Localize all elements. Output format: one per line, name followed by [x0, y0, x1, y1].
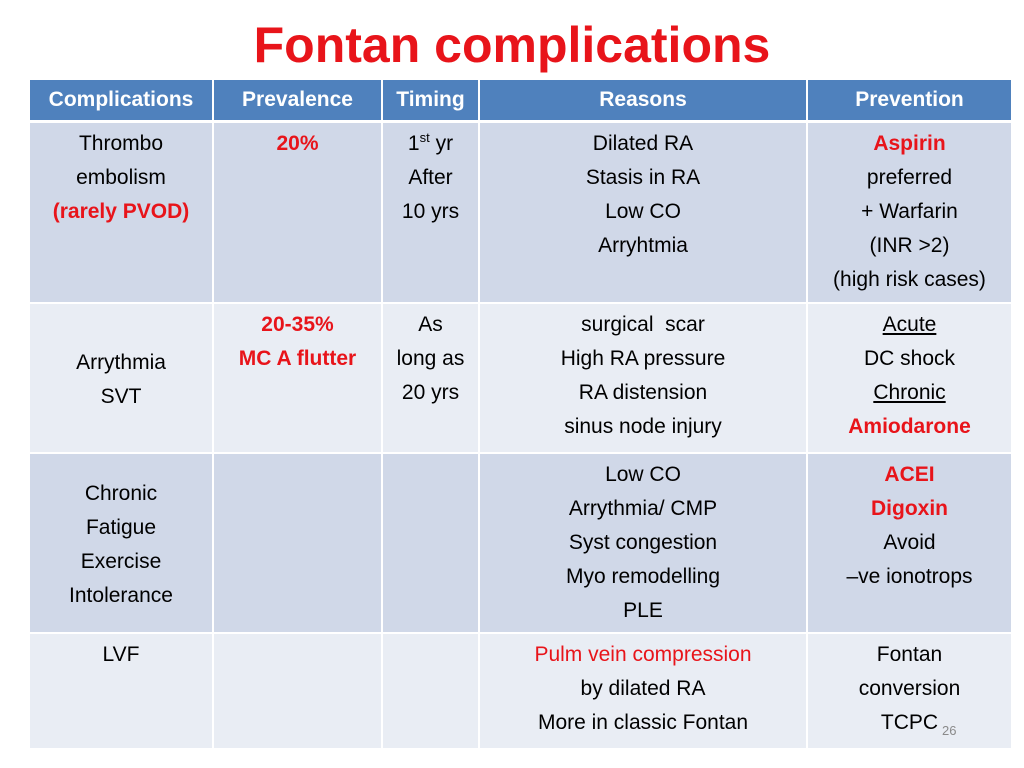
table-row: LVF Pulm vein compression by dilated RA … [30, 633, 1011, 750]
cell-line: After [408, 166, 453, 189]
cell-line: High RA pressure [560, 347, 726, 370]
cell-reasons: Dilated RA Stasis in RA Low CO Arryhtmia [479, 121, 808, 304]
header-reasons: Reasons [479, 80, 808, 123]
cell-line: Low CO [605, 200, 681, 223]
cell-line: DC shock [863, 347, 956, 370]
cell-line: Syst congestion [568, 531, 718, 554]
cell-line: Fatigue [85, 516, 157, 539]
cell-line-highlight: (rarely PVOD) [52, 200, 190, 223]
cell-complication: LVF [30, 633, 214, 750]
cell-prevention: Acute DC shock Chronic Amiodarone [807, 303, 1011, 454]
cell-line: Fontan [876, 643, 943, 666]
table-row: Arrythmia SVT 20-35% MC A flutter As lon… [30, 303, 1011, 454]
table-row: Thrombo embolism (rarely PVOD) 20% 1st y… [30, 121, 1011, 304]
cell-prevention: ACEI Digoxin Avoid –ve ionotrops [807, 453, 1011, 634]
cell-line: TCPC [880, 711, 939, 734]
page-number: 26 [942, 723, 957, 738]
cell-line-highlight: ACEI [884, 463, 935, 486]
table-header-row: Complications Prevalence Timing Reasons … [30, 80, 1011, 123]
cell-line-underlined: Chronic [873, 381, 946, 404]
cell-line: Myo remodelling [565, 565, 721, 588]
cell-line: –ve ionotrops [846, 565, 973, 588]
cell-line-underlined: Acute [882, 313, 937, 336]
cell-line: Stasis in RA [585, 166, 701, 189]
cell-prevention: Fontan conversion TCPC [807, 633, 1011, 750]
header-complications: Complications [30, 80, 214, 123]
cell-line: conversion [858, 677, 961, 700]
cell-line-highlight: 20-35% [261, 313, 334, 336]
cell-line: Intolerance [69, 584, 173, 607]
cell-line: (high risk cases) [833, 268, 986, 291]
timing-number: 1 [407, 132, 420, 155]
cell-timing [382, 633, 480, 750]
cell-line-highlight: Digoxin [871, 497, 948, 520]
cell-timing: 1st yr After 10 yrs [382, 121, 480, 304]
cell-prevalence [213, 453, 383, 634]
cell-line: LVF [102, 643, 140, 666]
cell-timing: As long as 20 yrs [382, 303, 480, 454]
cell-line: by dilated RA [580, 677, 706, 700]
cell-line: 1st yr [385, 127, 476, 161]
header-prevention: Prevention [807, 80, 1011, 123]
cell-line: embolism [76, 166, 166, 189]
cell-line: Exercise [80, 550, 162, 573]
cell-line: Dilated RA [592, 132, 694, 155]
table-row: Chronic Fatigue Exercise Intolerance Low… [30, 453, 1011, 634]
cell-line: surgical scar [581, 313, 705, 336]
slide-title: Fontan complications [253, 17, 771, 73]
cell-timing [382, 453, 480, 634]
cell-prevention: Aspirin preferred + Warfarin (INR >2) (h… [807, 121, 1011, 304]
cell-line: PLE [623, 599, 663, 622]
cell-line: RA distension [578, 381, 708, 404]
cell-reasons: Pulm vein compression by dilated RA More… [479, 633, 808, 750]
cell-line: More in classic Fontan [537, 711, 749, 734]
cell-line: long as [396, 347, 465, 370]
cell-complication: Thrombo embolism (rarely PVOD) [30, 121, 214, 304]
cell-prevalence [213, 633, 383, 750]
cell-complication: Chronic Fatigue Exercise Intolerance [30, 453, 214, 634]
complications-table: Complications Prevalence Timing Reasons … [30, 80, 1011, 750]
cell-reasons: Low CO Arrythmia/ CMP Syst congestion My… [479, 453, 808, 634]
cell-line: + Warfarin [861, 200, 958, 223]
cell-line: Chronic [84, 482, 158, 505]
cell-reasons: surgical scar High RA pressure RA disten… [479, 303, 808, 454]
cell-line: Thrombo [78, 132, 164, 155]
timing-superscript: st [419, 130, 430, 145]
cell-line-highlight: Amiodarone [848, 415, 971, 438]
header-timing: Timing [382, 80, 480, 123]
cell-line-highlight: Aspirin [873, 132, 946, 155]
cell-line: preferred [866, 166, 953, 189]
cell-prevalence: 20% [213, 121, 383, 304]
cell-line: Low CO [605, 463, 681, 486]
cell-complication: Arrythmia SVT [30, 303, 214, 454]
cell-line-highlight: 20% [276, 132, 319, 155]
cell-line: (INR >2) [869, 234, 950, 257]
timing-unit: yr [429, 132, 454, 155]
cell-line: Arryhtmia [598, 234, 688, 257]
cell-line: 20 yrs [401, 381, 460, 404]
cell-line: Avoid [883, 531, 936, 554]
cell-prevalence: 20-35% MC A flutter [213, 303, 383, 454]
cell-line: Arrythmia [76, 351, 166, 374]
cell-line: As [418, 313, 443, 336]
header-prevalence: Prevalence [213, 80, 383, 123]
cell-line-highlight: Pulm vein compression [534, 643, 752, 666]
cell-line: sinus node injury [564, 415, 722, 438]
cell-line-highlight: MC A flutter [238, 347, 357, 370]
cell-line: SVT [100, 385, 142, 408]
cell-line: 10 yrs [401, 200, 460, 223]
cell-line: Arrythmia/ CMP [568, 497, 718, 520]
